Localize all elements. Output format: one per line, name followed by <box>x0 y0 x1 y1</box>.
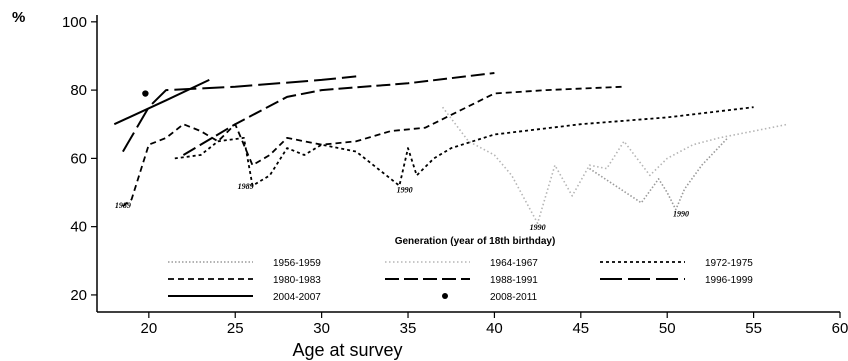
legend: Generation (year of 18th birthday) 1956-1… <box>168 236 753 303</box>
series-line-1996-1999 <box>122 75 357 153</box>
annotation-label: 1990 <box>673 209 689 218</box>
x-tick-label: 20 <box>140 320 157 337</box>
x-tick-label: 35 <box>400 320 417 337</box>
annotation-label: 1989 <box>115 201 131 210</box>
annotation-label: 1990 <box>397 186 413 195</box>
series-line-1964-1967 <box>441 106 789 224</box>
x-tick-label: 55 <box>745 320 762 337</box>
legend-title: Generation (year of 18th birthday) <box>395 236 556 247</box>
legend-label-1988-1991: 1988-1991 <box>490 275 538 286</box>
y-tick-label: 60 <box>70 150 87 167</box>
legend-label-1972-1975: 1972-1975 <box>705 258 753 269</box>
legend-label-1956-1959: 1956-1959 <box>273 258 321 269</box>
series-line-2004-2007 <box>113 78 210 126</box>
x-tick-label: 40 <box>486 320 503 337</box>
legend-label-1980-1983: 1980-1983 <box>273 275 321 286</box>
x-axis-label: Age at survey <box>293 340 403 360</box>
legend-label-1996-1999: 1996-1999 <box>705 275 753 286</box>
x-tick-label: 25 <box>227 320 244 337</box>
y-axis-label: % <box>12 9 25 26</box>
annotation-layer: 1989 1989 1990 1990 1990 <box>115 182 689 232</box>
legend-label-2008-2011: 2008-2011 <box>490 292 538 303</box>
series-layer <box>113 72 789 224</box>
y-tick-label: 40 <box>70 219 87 236</box>
series-point-2008-2011 <box>142 90 149 97</box>
axes: 20 40 60 80 100 20 25 30 35 40 45 50 55 60 Age at surv… <box>12 9 848 360</box>
y-tick-label: 100 <box>62 14 87 31</box>
x-tick-label: 60 <box>832 320 848 337</box>
annotation-label: 1990 <box>530 223 546 232</box>
annotation-label: 1989 <box>238 182 254 191</box>
x-tick-label: 45 <box>572 320 589 337</box>
series-line-1972-1975 <box>174 106 754 187</box>
series-line-1980-1983 <box>122 85 625 207</box>
x-tick-label: 30 <box>313 320 330 337</box>
y-tick-label: 20 <box>70 287 87 304</box>
legend-label-2004-2007: 2004-2007 <box>273 292 321 303</box>
series-line-1956-1959 <box>589 137 729 211</box>
y-tick-label: 80 <box>70 82 87 99</box>
legend-label-1964-1967: 1964-1967 <box>490 258 538 269</box>
legend-key-2008-2011 <box>442 293 448 299</box>
series-line-1988-1991 <box>182 72 495 156</box>
x-tick-label: 50 <box>659 320 676 337</box>
